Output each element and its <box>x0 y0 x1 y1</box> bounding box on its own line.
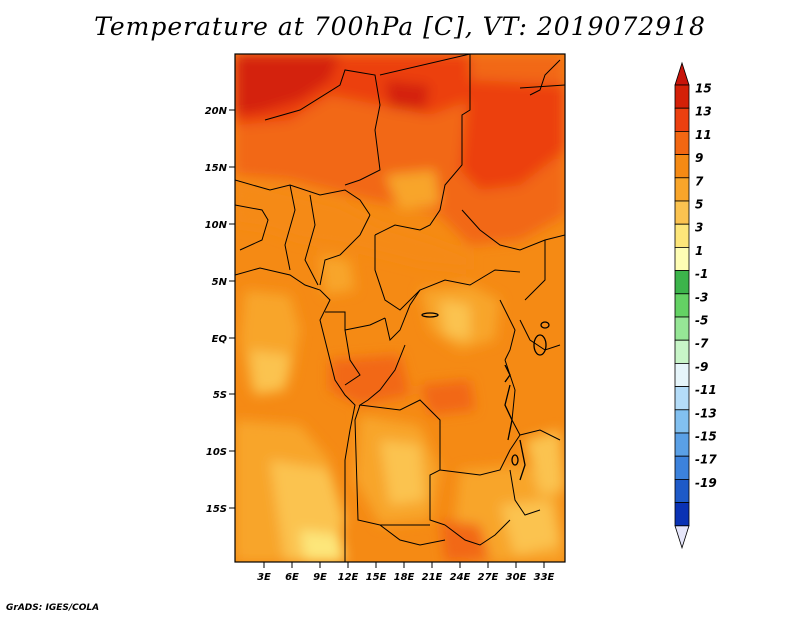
lat-tick-label: 10N <box>205 220 228 231</box>
colorbar-segment <box>674 502 690 527</box>
lon-tick-label: 21E <box>422 572 443 583</box>
colorbar: 15 13 11 9 7 5 3 1 -1 -3 -5 -7 -9 -11 -13 -15 -17 -19 <box>674 61 717 550</box>
colorbar-segment <box>674 246 690 271</box>
lat-tick-label: EQ <box>212 334 228 345</box>
lat-tick-label: 10S <box>206 447 227 458</box>
colorbar-segment <box>674 432 690 457</box>
colorbar-label: -5 <box>695 313 708 327</box>
colorbar-label: 15 <box>695 81 712 95</box>
lon-tick-label: 9E <box>313 572 327 583</box>
colorbar-label: -19 <box>695 476 717 490</box>
lon-tick-label: 33E <box>534 572 555 583</box>
colorbar-segment <box>674 200 690 225</box>
colorbar-label: 11 <box>695 128 712 142</box>
colorbar-label: 9 <box>695 151 703 165</box>
map-frame <box>234 53 566 563</box>
map-title: Temperature at 700hPa [C], VT: 201907291… <box>94 12 706 41</box>
grads-credit: GrADS: IGES/COLA <box>6 603 100 613</box>
colorbar-segment <box>674 362 690 387</box>
colorbar-segment <box>674 270 690 295</box>
lat-tick-label: 5N <box>212 277 228 288</box>
lon-tick-label: 24E <box>450 572 471 583</box>
lon-tick-label: 30E <box>506 572 527 583</box>
colorbar-label: 1 <box>695 244 703 258</box>
colorbar-label: 3 <box>695 221 703 235</box>
colorbar-bottom-arrow <box>674 525 690 550</box>
colorbar-segment <box>674 223 690 248</box>
colorbar-segment <box>674 386 690 411</box>
lakes <box>421 312 550 481</box>
colorbar-segment <box>674 478 690 503</box>
colorbar-label: -17 <box>695 453 717 467</box>
colorbar-top-arrow <box>674 61 690 86</box>
lon-tick-label: 27E <box>478 572 499 583</box>
colorbar-segment <box>674 455 690 480</box>
colorbar-label: -13 <box>695 406 717 420</box>
colorbar-segment <box>674 130 690 155</box>
lon-tick-label: 12E <box>338 572 359 583</box>
lon-tick-label: 6E <box>285 572 299 583</box>
longitude-axis: 3E 6E 9E 12E 15E 18E 21E 24E 27E 30E 33E <box>257 562 555 583</box>
lat-tick-label: 15S <box>206 504 227 515</box>
colorbar-label: 7 <box>695 174 704 188</box>
colorbar-segment <box>674 107 690 132</box>
colorbar-segment <box>674 409 690 434</box>
colorbar-label: -3 <box>695 290 708 304</box>
country-borders <box>235 54 565 562</box>
lat-tick-label: 15N <box>205 163 228 174</box>
colorbar-segment <box>674 316 690 341</box>
lon-tick-label: 15E <box>366 572 387 583</box>
colorbar-label: -9 <box>695 360 708 374</box>
lon-tick-label: 18E <box>394 572 415 583</box>
colorbar-label: -15 <box>695 429 717 443</box>
lat-tick-label: 20N <box>205 106 228 117</box>
latitude-axis: 20N 15N 10N 5N EQ 5S 10S 15S <box>205 106 235 515</box>
colorbar-label: 13 <box>695 105 712 119</box>
colorbar-label: -7 <box>695 337 709 351</box>
colorbar-segment <box>674 339 690 364</box>
colorbar-label: -11 <box>695 383 717 397</box>
colorbar-segment <box>674 177 690 202</box>
colorbar-label: 5 <box>695 197 703 211</box>
colorbar-label: -1 <box>695 267 708 281</box>
colorbar-segment <box>674 293 690 318</box>
colorbar-segment <box>674 154 690 179</box>
temperature-field <box>235 54 565 562</box>
lat-tick-label: 5S <box>213 390 227 401</box>
colorbar-segment <box>674 84 690 109</box>
lon-tick-label: 3E <box>257 572 271 583</box>
